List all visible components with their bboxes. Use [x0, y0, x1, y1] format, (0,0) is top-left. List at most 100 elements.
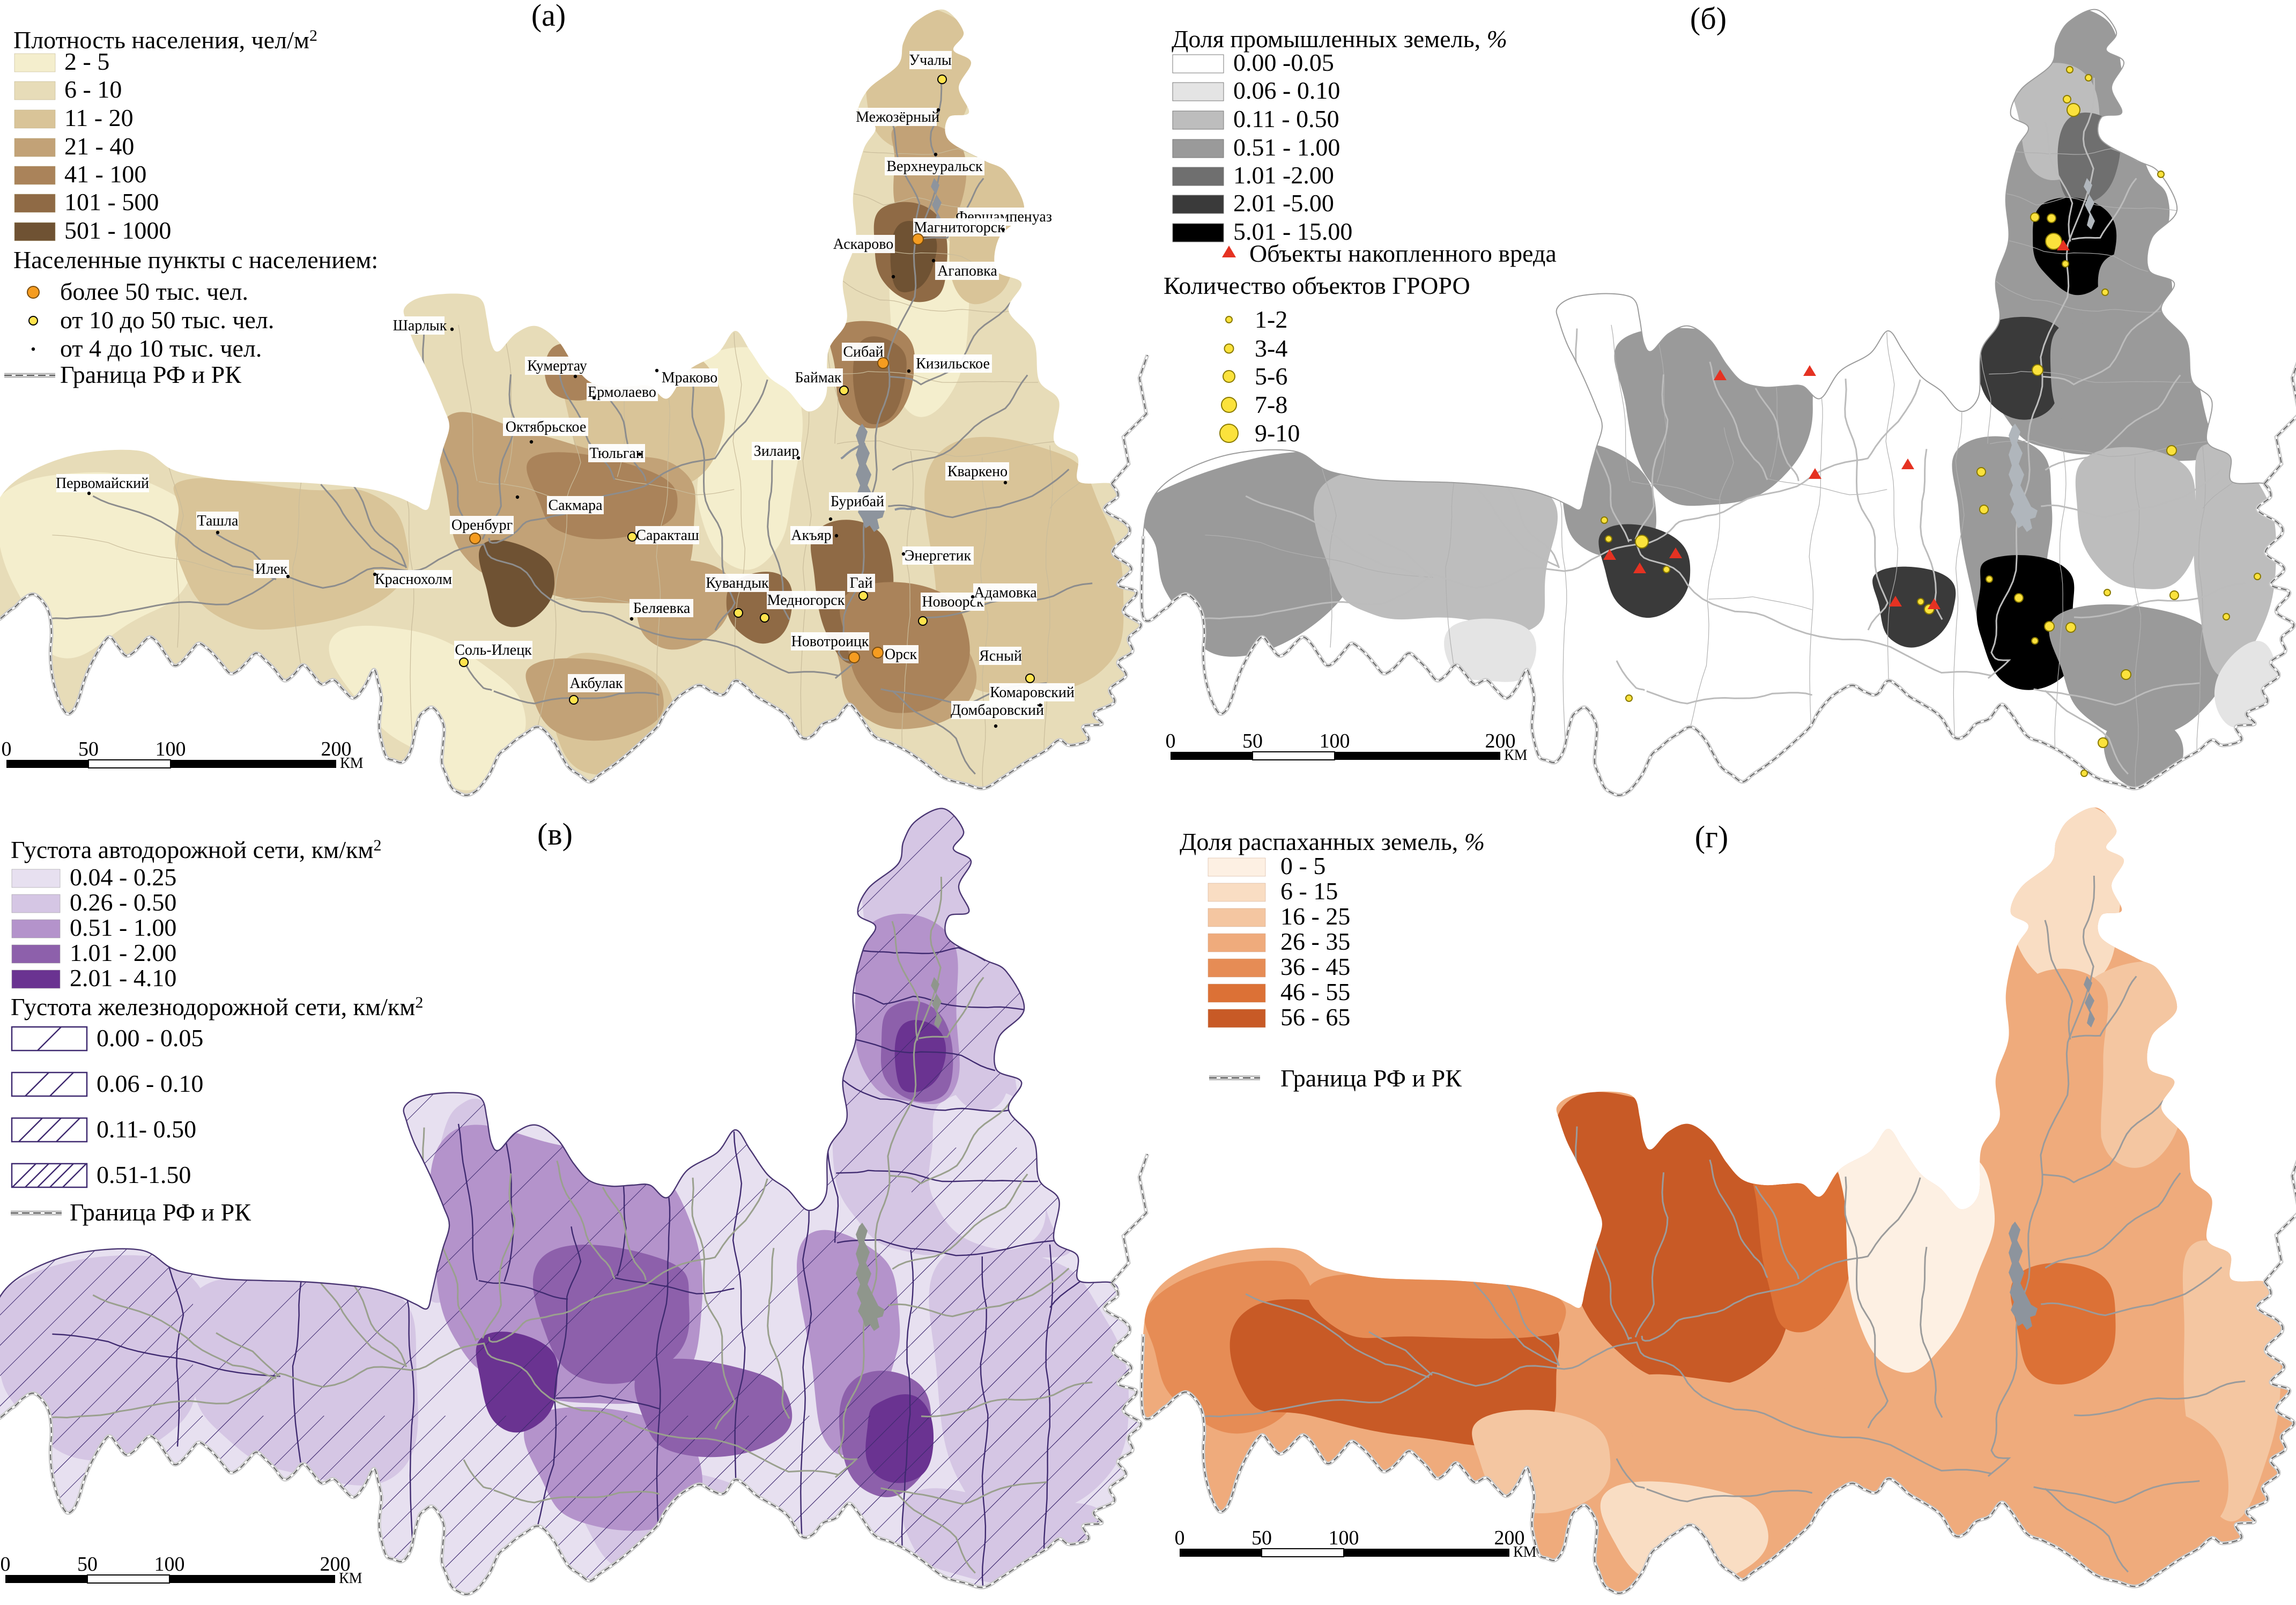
- svg-text:0.51-1.50: 0.51-1.50: [97, 1161, 191, 1188]
- svg-text:100: 100: [155, 738, 186, 760]
- svg-text:0: 0: [2, 738, 12, 760]
- svg-text:0.06 - 0.10: 0.06 - 0.10: [97, 1070, 203, 1097]
- svg-text:Сибай: Сибай: [843, 344, 883, 360]
- svg-text:0 - 5: 0 - 5: [1280, 852, 1325, 879]
- svg-text:Сакмара: Сакмара: [548, 497, 603, 514]
- svg-text:1-2: 1-2: [1255, 306, 1287, 333]
- svg-text:6 - 10: 6 - 10: [64, 76, 122, 103]
- svg-text:КМ: КМ: [1504, 747, 1528, 764]
- svg-text:21 - 40: 21 - 40: [64, 132, 134, 160]
- svg-text:Медногорск: Медногорск: [767, 592, 845, 609]
- svg-text:Мраково: Мраково: [662, 369, 718, 386]
- svg-text:0.51 - 1.00: 0.51 - 1.00: [1233, 134, 1340, 161]
- svg-text:Октябрьское: Октябрьское: [506, 419, 587, 435]
- svg-text:Соль-Илецк: Соль-Илецк: [455, 642, 532, 659]
- svg-text:101 - 500: 101 - 500: [64, 188, 159, 216]
- svg-text:36 - 45: 36 - 45: [1280, 953, 1350, 980]
- svg-text:Межозёрный: Межозёрный: [856, 109, 939, 125]
- svg-text:3-4: 3-4: [1255, 335, 1287, 362]
- svg-text:50: 50: [78, 738, 99, 760]
- svg-text:Краснохолм: Краснохолм: [375, 571, 452, 588]
- svg-text:0: 0: [1, 1553, 11, 1576]
- svg-text:Акбулак: Акбулак: [569, 675, 623, 692]
- svg-text:200: 200: [1494, 1527, 1525, 1549]
- svg-text:Саракташ: Саракташ: [636, 527, 699, 544]
- svg-text:0.51 - 1.00: 0.51 - 1.00: [70, 914, 176, 941]
- svg-text:Магнитогорск: Магнитогорск: [914, 219, 1005, 236]
- svg-text:Орск: Орск: [885, 646, 917, 663]
- svg-text:Ермолаево: Ермолаево: [588, 384, 656, 401]
- svg-text:Домбаровский: Домбаровский: [951, 702, 1044, 719]
- svg-text:Объекты накопленного вреда: Объекты накопленного вреда: [1249, 240, 1557, 267]
- svg-text:Беляевка: Беляевка: [633, 600, 691, 617]
- svg-text:16 - 25: 16 - 25: [1280, 903, 1350, 930]
- svg-text:Кизильское: Кизильское: [916, 356, 990, 372]
- svg-text:0.00 -0.05: 0.00 -0.05: [1233, 49, 1334, 76]
- svg-text:от 4 до 10 тыс. чел.: от 4 до 10 тыс. чел.: [60, 335, 262, 362]
- svg-text:Доля промышленных земель, %: Доля промышленных земель, %: [1172, 25, 1507, 53]
- svg-text:0.06 - 0.10: 0.06 - 0.10: [1233, 77, 1340, 104]
- svg-text:Баймак: Баймак: [795, 369, 841, 386]
- svg-text:0.04 - 0.25: 0.04 - 0.25: [70, 863, 176, 891]
- svg-text:11 - 20: 11 - 20: [64, 104, 134, 131]
- svg-text:(г): (г): [1695, 819, 1728, 854]
- svg-text:Бурибай: Бурибай: [831, 493, 884, 510]
- svg-text:0: 0: [1175, 1527, 1185, 1549]
- svg-text:501 - 1000: 501 - 1000: [64, 217, 171, 244]
- svg-text:Аскарово: Аскарово: [833, 236, 894, 253]
- svg-text:50: 50: [77, 1553, 98, 1576]
- svg-text:Кумертау: Кумертау: [527, 358, 587, 374]
- svg-text:Тюльган: Тюльган: [589, 445, 644, 462]
- svg-text:Густота автодорожной сети, км/: Густота автодорожной сети, км/км2: [11, 836, 381, 863]
- svg-text:0: 0: [1166, 730, 1176, 752]
- svg-text:0.00 - 0.05: 0.00 - 0.05: [97, 1024, 203, 1052]
- svg-text:Зилаир: Зилаир: [754, 443, 799, 460]
- svg-text:2 - 5: 2 - 5: [64, 48, 109, 75]
- svg-text:100: 100: [1329, 1527, 1359, 1549]
- svg-text:0.11- 0.50: 0.11- 0.50: [97, 1115, 196, 1143]
- svg-text:5-6: 5-6: [1255, 363, 1287, 390]
- svg-text:26 - 35: 26 - 35: [1280, 928, 1350, 955]
- svg-text:Ясный: Ясный: [979, 648, 1022, 664]
- svg-text:Энергетик: Энергетик: [905, 548, 972, 564]
- svg-text:100: 100: [154, 1553, 185, 1576]
- svg-text:100: 100: [1320, 730, 1350, 752]
- svg-text:Доля распаханных земель, %: Доля распаханных земель, %: [1180, 828, 1485, 855]
- svg-text:КМ: КМ: [1513, 1544, 1537, 1560]
- svg-text:Шарлык: Шарлык: [393, 317, 447, 334]
- svg-text:Комаровский: Комаровский: [990, 684, 1075, 701]
- svg-text:Кваркено: Кваркено: [947, 463, 1008, 480]
- svg-text:Адамовка: Адамовка: [974, 585, 1037, 601]
- svg-text:7-8: 7-8: [1255, 391, 1287, 418]
- svg-text:56 - 65: 56 - 65: [1280, 1003, 1350, 1031]
- svg-text:Первомайский: Первомайский: [56, 475, 149, 492]
- svg-text:КМ: КМ: [340, 755, 364, 772]
- svg-text:5.01 - 15.00: 5.01 - 15.00: [1233, 218, 1352, 245]
- svg-text:50: 50: [1242, 730, 1263, 752]
- svg-text:46 - 55: 46 - 55: [1280, 978, 1350, 1005]
- svg-text:1.01 - 2.00: 1.01 - 2.00: [70, 939, 176, 966]
- svg-text:41 - 100: 41 - 100: [64, 160, 146, 188]
- svg-text:Оренбург: Оренбург: [451, 517, 513, 534]
- svg-text:Количество объектов ГРОРО: Количество объектов ГРОРО: [1164, 272, 1470, 299]
- svg-text:Учалы: Учалы: [909, 52, 952, 69]
- svg-text:6 - 15: 6 - 15: [1280, 877, 1338, 905]
- svg-text:Ташла: Ташла: [197, 513, 239, 529]
- svg-text:2.01 - 4.10: 2.01 - 4.10: [70, 964, 176, 992]
- svg-text:50: 50: [1251, 1527, 1272, 1549]
- svg-text:Новотроицк: Новотроицк: [791, 633, 869, 650]
- svg-text:Населенные пункты с населением: Населенные пункты с населением:: [13, 246, 378, 273]
- svg-text:200: 200: [320, 1553, 351, 1576]
- svg-text:Густота железнодорожной сети,: Густота железнодорожной сети, км/км2: [11, 993, 423, 1020]
- svg-text:более 50 тыс. чел.: более 50 тыс. чел.: [60, 278, 248, 305]
- svg-text:1.01 -2.00: 1.01 -2.00: [1233, 161, 1334, 189]
- svg-text:9-10: 9-10: [1255, 419, 1300, 447]
- svg-text:(в): (в): [537, 817, 573, 852]
- svg-text:0.11 - 0.50: 0.11 - 0.50: [1233, 105, 1339, 132]
- svg-text:Кувандык: Кувандык: [706, 575, 769, 591]
- svg-text:(б): (б): [1690, 1, 1727, 36]
- svg-text:Верхнеуральск: Верхнеуральск: [886, 158, 983, 175]
- svg-text:Граница РФ и РК: Граница РФ и РК: [1280, 1064, 1462, 1092]
- svg-text:Граница РФ и РК: Граница РФ и РК: [70, 1199, 251, 1226]
- svg-text:0.26 - 0.50: 0.26 - 0.50: [70, 889, 176, 916]
